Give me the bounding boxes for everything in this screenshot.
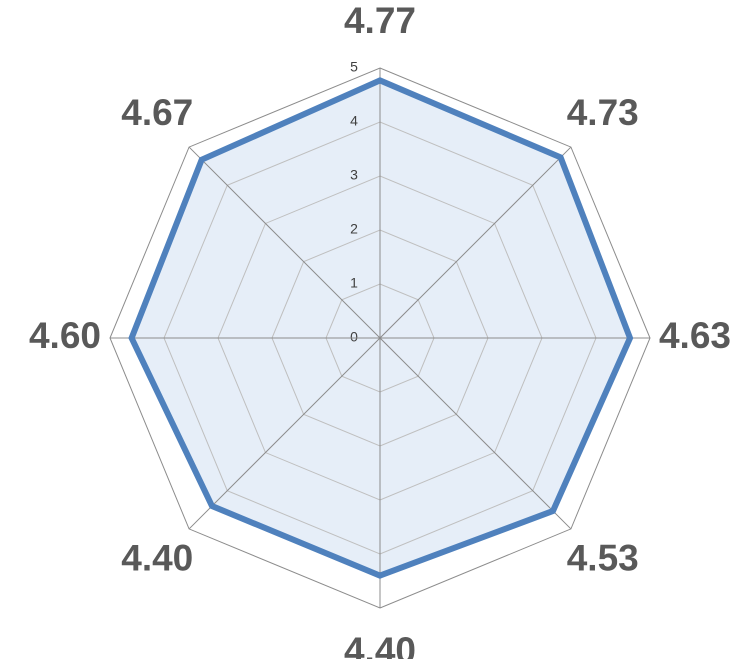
value-label: 4.67 (121, 92, 193, 133)
r-tick-label: 1 (350, 275, 358, 291)
value-label: 4.40 (344, 630, 416, 659)
value-label: 4.53 (567, 538, 639, 579)
radar-area (131, 80, 631, 576)
value-label: 4.77 (344, 0, 416, 41)
value-label: 4.60 (29, 315, 101, 356)
radar-line (128, 77, 634, 579)
spoke (379, 146, 572, 339)
r-tick-label: 0 (350, 329, 358, 345)
r-tick-label: 2 (350, 221, 358, 237)
spoke (188, 337, 381, 530)
value-label: 4.63 (659, 315, 731, 356)
r-tick-label: 3 (350, 167, 358, 183)
value-label: 4.73 (567, 92, 639, 133)
r-tick-label: 5 (350, 59, 358, 75)
r-tick-label: 4 (350, 113, 358, 129)
value-label: 4.40 (121, 538, 193, 579)
spoke (188, 146, 381, 339)
spoke (379, 337, 572, 530)
